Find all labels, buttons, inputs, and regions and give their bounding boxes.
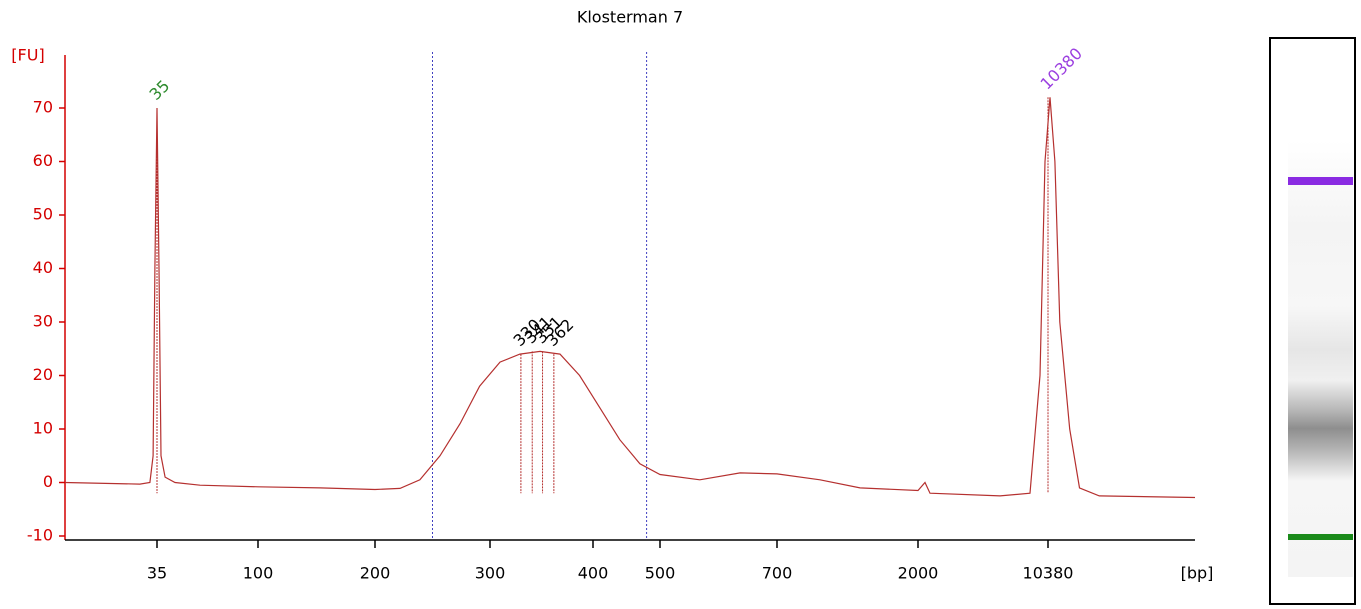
x-tick-label: 200 [360, 564, 391, 583]
y-tick-label: 70 [33, 98, 53, 117]
x-tick-label: 10380 [1023, 564, 1074, 583]
y-tick-label: 50 [33, 205, 53, 224]
gel-band-upper [1288, 177, 1353, 185]
x-tick-label: 2000 [898, 564, 939, 583]
x-tick-label: 300 [475, 564, 506, 583]
y-tick-label: 10 [33, 419, 53, 438]
chart-title: Klosterman 7 [577, 8, 683, 27]
gel-lane [1288, 140, 1353, 577]
x-axis-label: [bp] [1181, 564, 1214, 583]
x-tick-label: 700 [762, 564, 793, 583]
y-tick-label: 40 [33, 258, 53, 277]
y-axis-label: [FU] [11, 46, 44, 65]
y-tick-label: 60 [33, 151, 53, 170]
peak-label: 10380 [1037, 44, 1086, 93]
gel-band-lower [1288, 534, 1353, 540]
x-tick-label: 35 [147, 564, 167, 583]
x-tick-label: 100 [243, 564, 274, 583]
y-tick-label: 0 [43, 472, 53, 491]
y-tick-label: 30 [33, 312, 53, 331]
y-tick-label: 20 [33, 365, 53, 384]
x-tick-label: 500 [645, 564, 676, 583]
trace [64, 97, 1196, 499]
y-tick-label: -10 [27, 526, 53, 545]
peak-label: 35 [146, 76, 174, 104]
x-tick-label: 400 [578, 564, 609, 583]
